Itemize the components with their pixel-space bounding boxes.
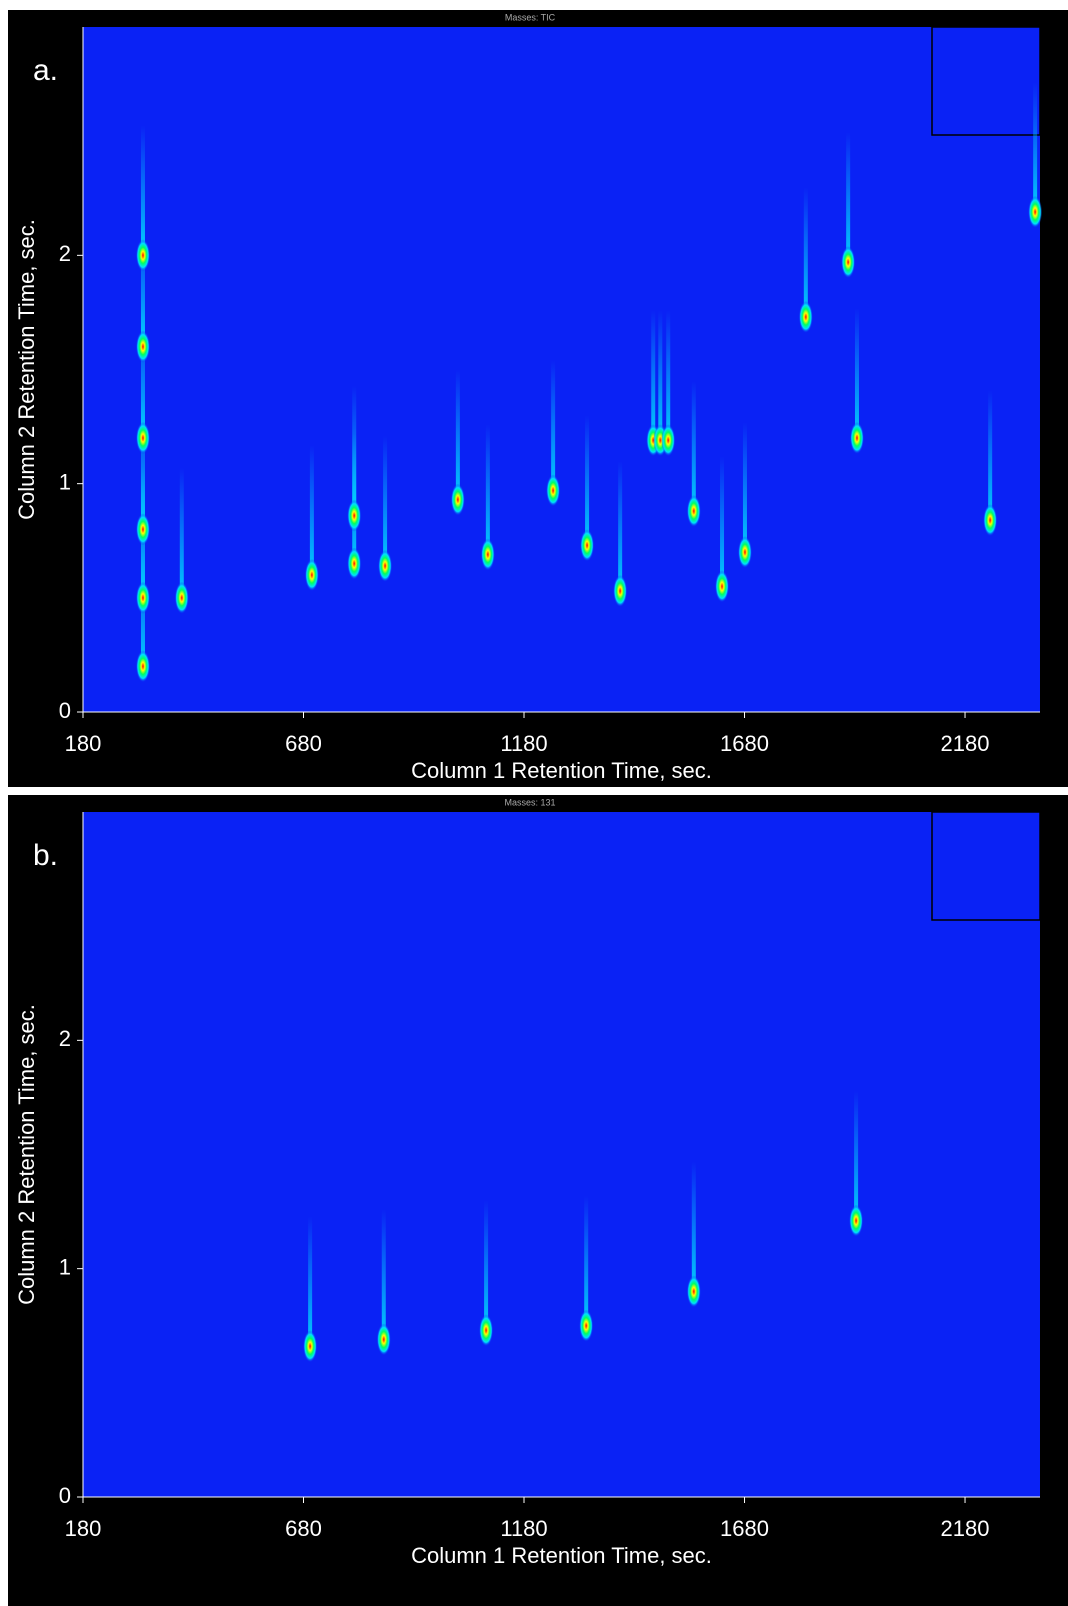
peak-tail (803, 186, 808, 317)
peak-tail (584, 1195, 589, 1326)
peak-tail (179, 467, 184, 598)
peak (1028, 195, 1043, 228)
panel-label: a. (33, 54, 58, 87)
x-tick-label: 680 (285, 1516, 322, 1541)
peak (347, 547, 362, 580)
peak (174, 581, 189, 614)
peak-tail (309, 445, 314, 575)
peak-tail (846, 132, 851, 263)
peak-tail (988, 390, 993, 521)
peak-tail (742, 422, 747, 553)
peak-tail (551, 360, 556, 491)
peak (737, 536, 752, 569)
y-tick-label: 1 (59, 1254, 71, 1279)
y-tick-label: 0 (59, 1483, 71, 1508)
peak-tail (140, 216, 145, 347)
peak-tail (720, 456, 725, 587)
peak-tail (140, 308, 145, 438)
peak (135, 650, 150, 683)
x-tick-label: 2180 (941, 731, 990, 756)
panel-label: b. (33, 839, 58, 872)
inset-box (931, 26, 1041, 136)
peak (983, 504, 998, 537)
x-axis-label: Column 1 Retention Time, sec. (411, 758, 712, 783)
x-tick-label: 1680 (720, 731, 769, 756)
x-tick-label: 1680 (720, 1516, 769, 1541)
peak-tail (383, 435, 388, 566)
chart-title: Masses: TIC (505, 12, 556, 22)
y-tick-label: 0 (59, 698, 71, 723)
peak-tail (352, 385, 357, 516)
peak (849, 422, 864, 454)
x-tick-label: 1180 (500, 1516, 547, 1541)
peak (579, 1309, 594, 1342)
peak (135, 239, 150, 272)
peak (849, 1204, 864, 1237)
peak-tail (381, 1209, 386, 1340)
y-tick-label: 2 (59, 1026, 71, 1051)
plot-area (83, 812, 1040, 1497)
peak-tail (854, 308, 859, 438)
x-tick-label: 180 (65, 1516, 102, 1541)
y-tick-label: 2 (59, 241, 71, 266)
peak-tail (140, 125, 145, 256)
peak-tail (666, 310, 671, 441)
peak-tail (484, 1200, 489, 1331)
x-tick-label: 1180 (500, 731, 547, 756)
x-axis-label: Column 1 Retention Time, sec. (411, 1543, 712, 1568)
peak-tail (618, 460, 623, 591)
inset-box (931, 811, 1041, 921)
plot-area (83, 27, 1040, 712)
peak (303, 1330, 318, 1363)
peak (378, 549, 393, 582)
y-tick-label: 1 (59, 469, 71, 494)
y-axis-label: Column 2 Retention Time, sec. (14, 219, 39, 520)
peak (686, 1275, 701, 1308)
peak-tail (691, 1161, 696, 1292)
peak (480, 538, 495, 571)
peak-tail (140, 399, 145, 530)
peak-tail (485, 424, 490, 555)
peak-tail (691, 381, 696, 512)
peak-tail (455, 369, 460, 500)
peak-tail (308, 1216, 313, 1347)
peak-tail (1033, 81, 1038, 212)
peak (450, 483, 465, 516)
peak (661, 424, 676, 457)
peak-tail (658, 310, 663, 441)
peak-tail (854, 1090, 859, 1221)
peak-tail (585, 415, 590, 546)
peak (135, 330, 150, 363)
peak (135, 581, 150, 614)
peak (613, 574, 628, 607)
x-tick-label: 180 (65, 731, 102, 756)
x-tick-label: 680 (285, 731, 322, 756)
peak (479, 1314, 494, 1347)
peak (376, 1323, 391, 1356)
x-tick-label: 2180 (941, 1516, 990, 1541)
peak (135, 422, 150, 454)
peak (546, 474, 561, 507)
peak (580, 529, 595, 562)
peak (841, 246, 856, 279)
y-axis-label: Column 2 Retention Time, sec. (14, 1004, 39, 1305)
peak (347, 499, 362, 532)
peak (715, 570, 730, 603)
peak-tail (651, 310, 656, 441)
peak (798, 300, 813, 333)
peak (135, 513, 150, 546)
peak (686, 495, 701, 528)
peak (304, 559, 319, 591)
chart-title: Masses: 131 (504, 797, 555, 807)
